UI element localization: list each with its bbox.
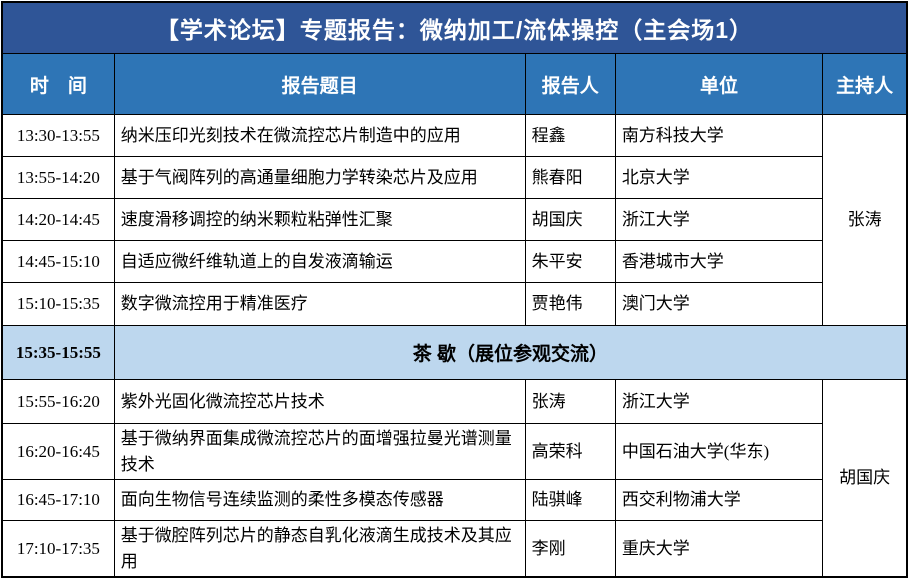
affiliation-cell: 中国石油大学(华东) — [614, 423, 824, 480]
session2-host-cell: 胡国庆 — [822, 379, 908, 578]
topic-cell: 数字微流控用于精准医疗 — [113, 282, 526, 326]
session1-host-cell: 张涛 — [822, 114, 908, 326]
affiliation-cell: 浙江大学 — [614, 198, 824, 241]
speaker-cell: 李刚 — [524, 520, 616, 578]
affiliation-cell: 浙江大学 — [614, 379, 824, 424]
topic-cell: 紫外光固化微流控芯片技术 — [113, 379, 526, 424]
column-header-time: 时 间 — [1, 53, 115, 115]
topic-cell: 基于微腔阵列芯片的静态自乳化液滴生成技术及其应用 — [113, 520, 526, 578]
affiliation-cell: 南方科技大学 — [614, 114, 824, 157]
time-cell: 14:45-15:10 — [1, 240, 115, 283]
table-row: 13:55-14:20 基于气阀阵列的高通量细胞力学转染芯片及应用 熊春阳 北京… — [1, 156, 907, 199]
tea-break-time: 15:35-15:55 — [1, 325, 115, 380]
topic-cell: 面向生物信号连续监测的柔性多模态传感器 — [113, 479, 526, 521]
column-header-host: 主持人 — [822, 53, 908, 115]
time-cell: 16:45-17:10 — [1, 479, 115, 521]
table-row: 14:20-14:45 速度滑移调控的纳米颗粒粘弹性汇聚 胡国庆 浙江大学 — [1, 198, 907, 241]
speaker-cell: 程鑫 — [524, 114, 616, 157]
column-header-speaker: 报告人 — [524, 53, 616, 115]
affiliation-cell: 重庆大学 — [614, 520, 824, 578]
speaker-cell: 贾艳伟 — [524, 282, 616, 326]
time-cell: 15:10-15:35 — [1, 282, 115, 326]
table-row: 16:45-17:10 面向生物信号连续监测的柔性多模态传感器 陆骐峰 西交利物… — [1, 479, 907, 521]
affiliation-cell: 西交利物浦大学 — [614, 479, 824, 521]
title-bar: 【学术论坛】专题报告：微纳加工/流体操控（主会场1） — [1, 1, 908, 54]
topic-cell: 基于微纳界面集成微流控芯片的面增强拉曼光谱测量技术 — [113, 423, 526, 480]
affiliation-cell: 香港城市大学 — [614, 240, 824, 283]
time-cell: 16:20-16:45 — [1, 423, 115, 480]
time-cell: 17:10-17:35 — [1, 520, 115, 578]
table-row: 13:30-13:55 纳米压印光刻技术在微流控芯片制造中的应用 程鑫 南方科技… — [1, 114, 908, 326]
tea-break-row: 15:35-15:55 茶 歇（展位参观交流） — [1, 325, 908, 380]
speaker-cell: 胡国庆 — [524, 198, 616, 241]
table-row: 14:45-15:10 自适应微纤维轨道上的自发液滴输运 朱平安 香港城市大学 — [1, 240, 907, 283]
speaker-cell: 张涛 — [524, 379, 616, 424]
speaker-cell: 朱平安 — [524, 240, 616, 283]
page-title: 【学术论坛】专题报告：微纳加工/流体操控（主会场1） — [1, 1, 908, 54]
column-header-row: 时 间 报告题目 报告人 单位 主持人 — [1, 53, 908, 115]
table-row: 15:55-16:20 紫外光固化微流控芯片技术 张涛 浙江大学 胡国庆 — [1, 379, 908, 578]
affiliation-cell: 北京大学 — [614, 156, 824, 199]
table-row: 17:10-17:35 基于微腔阵列芯片的静态自乳化液滴生成技术及其应用 李刚 … — [1, 520, 907, 578]
topic-cell: 纳米压印光刻技术在微流控芯片制造中的应用 — [113, 114, 526, 157]
column-header-topic: 报告题目 — [113, 53, 526, 115]
speaker-cell: 陆骐峰 — [524, 479, 616, 521]
speaker-cell: 熊春阳 — [524, 156, 616, 199]
time-cell: 15:55-16:20 — [1, 379, 115, 424]
time-cell: 13:55-14:20 — [1, 156, 115, 199]
column-header-affiliation: 单位 — [614, 53, 824, 115]
topic-cell: 速度滑移调控的纳米颗粒粘弹性汇聚 — [113, 198, 526, 241]
table-row: 16:20-16:45 基于微纳界面集成微流控芯片的面增强拉曼光谱测量技术 高荣… — [1, 423, 907, 480]
time-cell: 13:30-13:55 — [1, 114, 115, 157]
table-row: 15:10-15:35 数字微流控用于精准医疗 贾艳伟 澳门大学 — [1, 282, 907, 326]
affiliation-cell: 澳门大学 — [614, 282, 824, 326]
topic-cell: 基于气阀阵列的高通量细胞力学转染芯片及应用 — [113, 156, 526, 199]
topic-cell: 自适应微纤维轨道上的自发液滴输运 — [113, 240, 526, 283]
time-cell: 14:20-14:45 — [1, 198, 115, 241]
speaker-cell: 高荣科 — [524, 423, 616, 480]
tea-break-label: 茶 歇（展位参观交流） — [113, 325, 908, 380]
